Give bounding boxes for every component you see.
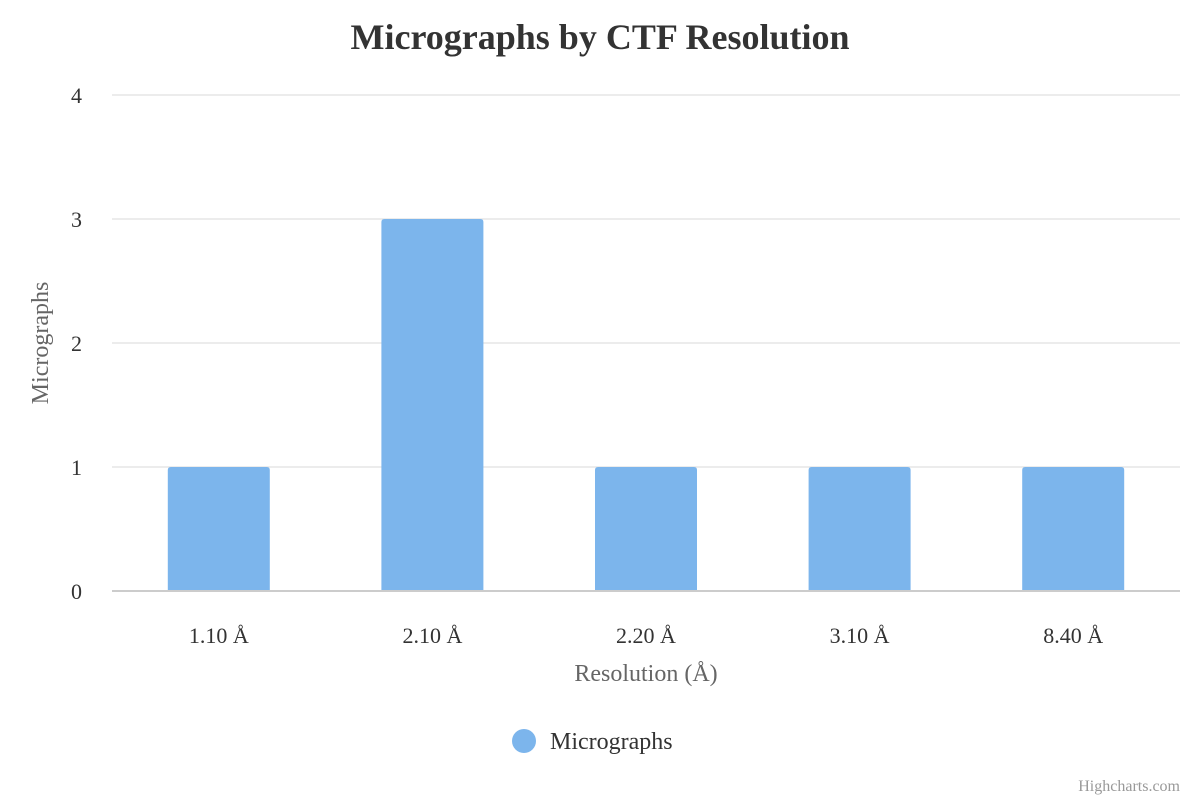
bars	[167, 219, 1125, 591]
bar-4[interactable]	[808, 467, 911, 591]
bar-5[interactable]	[1022, 467, 1125, 591]
x-tick-label: 2.20 Å	[616, 623, 676, 648]
gridlines	[112, 94, 1180, 468]
legend[interactable]: Micrographs	[512, 729, 673, 755]
legend-symbol	[512, 729, 536, 753]
credits-link[interactable]: Highcharts.com	[1078, 778, 1180, 795]
y-tick-label: 2	[71, 331, 82, 356]
y-axis-title: Micrographs	[28, 282, 54, 405]
legend-item-micrographs[interactable]: Micrographs	[550, 729, 673, 755]
x-axis-ticks: 1.10 Å 2.10 Å 2.20 Å 3.10 Å 8.40 Å	[189, 623, 1103, 648]
x-axis-title: Resolution (Å)	[574, 661, 717, 687]
y-tick-label: 3	[71, 207, 82, 232]
y-tick-label: 1	[71, 455, 82, 480]
bar-2[interactable]	[381, 219, 484, 591]
y-tick-label: 4	[71, 83, 82, 108]
chart-title: Micrographs by CTF Resolution	[350, 17, 849, 57]
x-tick-label: 2.10 Å	[402, 623, 462, 648]
y-axis-ticks: 0 1 2 3 4	[71, 83, 82, 604]
bar-1[interactable]	[167, 467, 270, 591]
x-tick-label: 1.10 Å	[189, 623, 249, 648]
y-tick-label: 0	[71, 579, 82, 604]
bar-3[interactable]	[595, 467, 697, 591]
x-tick-label: 8.40 Å	[1043, 623, 1103, 648]
x-tick-label: 3.10 Å	[830, 623, 890, 648]
